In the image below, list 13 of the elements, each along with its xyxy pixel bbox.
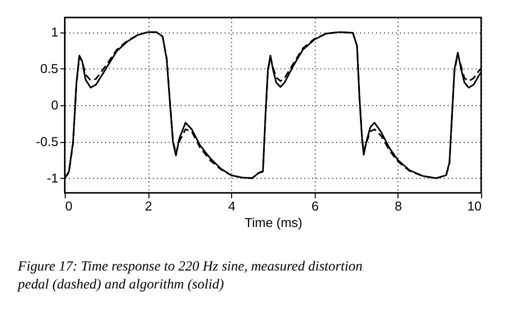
caption: Figure 17: Time response to 220 Hz sine, measured distortion pedal (dashed) and algorithm (solid)	[16, 260, 363, 292]
y-tick-label: 0	[51, 98, 58, 113]
x-tick-label: 4	[228, 198, 236, 214]
x-tick-label: 10	[467, 198, 482, 214]
x-tick-label: 6	[311, 198, 319, 214]
y-tick-label: -0.5	[36, 134, 58, 150]
x-tick-label: 2	[144, 198, 152, 214]
y-tick-label: -1	[46, 170, 58, 186]
y-tick-label: 1	[51, 24, 58, 40]
x-tick-label: 0	[65, 198, 72, 214]
y-tick-label: 0.5	[40, 61, 58, 76]
x-axis-title: Time (ms)	[244, 215, 302, 230]
x-tick-label: 8	[394, 198, 402, 214]
